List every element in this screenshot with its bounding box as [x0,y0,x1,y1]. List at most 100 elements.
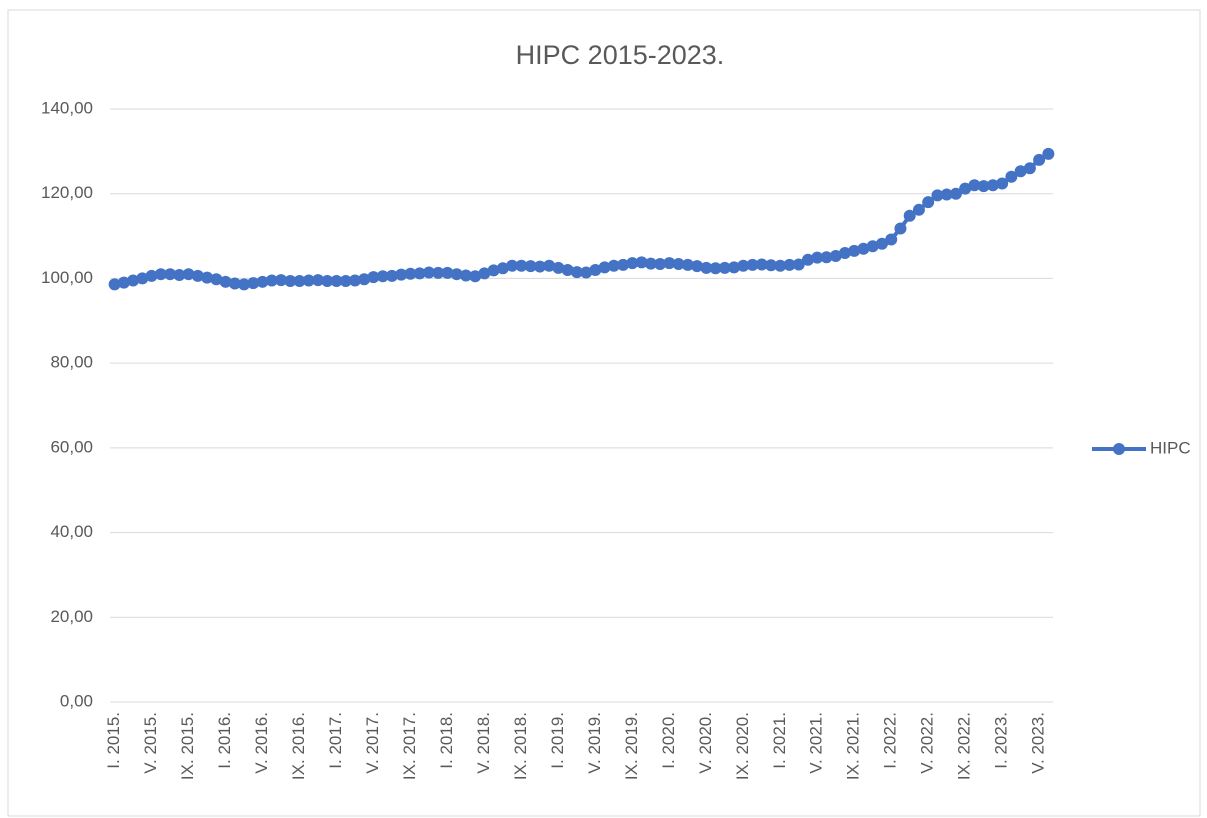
x-tick-label: IX. 2016. [289,712,308,780]
data-point [1014,165,1027,178]
data-point [376,270,389,283]
data-point [154,268,167,281]
data-point [450,268,463,281]
data-point [136,272,149,285]
data-point [173,269,186,282]
data-point [404,267,417,280]
data-point [737,259,750,272]
data-point [746,258,759,271]
data-point [228,277,241,290]
data-point [108,278,121,291]
data-point [903,209,916,222]
data-point [949,187,962,200]
data-point [986,179,999,192]
data-point [330,274,343,287]
data-point [792,258,805,271]
x-tick-label: I. 2023. [992,712,1011,769]
data-point [201,271,214,284]
data-point [959,182,972,195]
data-point [1023,162,1036,175]
data-point [755,258,768,271]
y-tick-label: 140,00 [41,98,93,117]
data-point [654,258,667,271]
y-tick-label: 40,00 [50,522,93,541]
legend-marker [1113,443,1125,455]
data-point [598,261,611,274]
data-point [626,257,639,270]
x-tick-label: IX. 2020. [733,712,752,780]
x-tick-label: V. 2022. [918,712,937,774]
data-point [459,269,472,282]
data-point [996,177,1009,190]
data-point [1042,147,1055,160]
data-point [265,274,278,287]
data-point [515,259,528,272]
y-tick-label: 20,00 [50,607,93,626]
data-point [617,258,630,271]
data-point [968,179,981,192]
data-point [875,237,888,250]
data-point [728,261,741,274]
data-point [478,267,491,280]
data-point [348,274,361,287]
data-point [164,268,177,281]
chart-title: HIPC 2015-2023. [516,40,725,70]
data-point [469,270,482,283]
x-tick-label: IX. 2017. [400,712,419,780]
x-tick-label: IX. 2022. [955,712,974,780]
x-tick-label: V. 2020. [696,712,715,774]
data-point [145,269,158,282]
data-point [589,263,602,276]
x-tick-label: V. 2017. [363,712,382,774]
data-point [783,258,796,271]
data-point [580,266,593,279]
x-tick-label: I. 2020. [659,712,678,769]
data-point [219,275,232,288]
data-point [422,266,435,279]
data-point [691,260,704,273]
x-tick-label: I. 2017. [326,712,345,769]
x-tick-label: I. 2015. [104,712,123,769]
x-tick-label: V. 2015. [141,712,160,774]
data-point [321,274,334,287]
data-point [829,249,842,262]
y-tick-label: 60,00 [50,437,93,456]
data-point [885,233,898,246]
x-tick-label: I. 2018. [437,712,456,769]
data-point [700,261,713,274]
legend-label: HIPC [1150,438,1191,457]
x-tick-label: I. 2022. [881,712,900,769]
x-tick-label: V. 2021. [807,712,826,774]
data-point [413,267,426,280]
x-tick-label: I. 2016. [215,712,234,769]
y-tick-label: 0,00 [60,691,93,710]
data-point [922,196,935,209]
data-point [635,256,648,269]
data-point [931,189,944,202]
x-tick-label: V. 2016. [252,712,271,774]
x-tick-label: V. 2018. [474,712,493,774]
x-tick-label: IX. 2021. [844,712,863,780]
x-tick-label: V. 2023. [1029,712,1048,774]
data-point [210,273,223,286]
data-point [718,261,731,274]
data-point [543,259,556,272]
data-point [552,261,565,274]
data-point [441,266,454,279]
data-point [709,262,722,275]
data-point [284,274,297,287]
chart-frame [7,9,1201,817]
data-point [395,268,408,281]
data-point [977,180,990,193]
data-point [838,247,851,260]
data-point [533,260,546,273]
data-point [127,274,140,287]
data-point [312,274,325,287]
data-point [358,273,371,286]
data-point [607,259,620,272]
data-point [940,188,953,201]
data-point [644,257,657,270]
data-point [570,266,583,279]
data-point [561,263,574,276]
x-tick-label: I. 2019. [548,712,567,769]
